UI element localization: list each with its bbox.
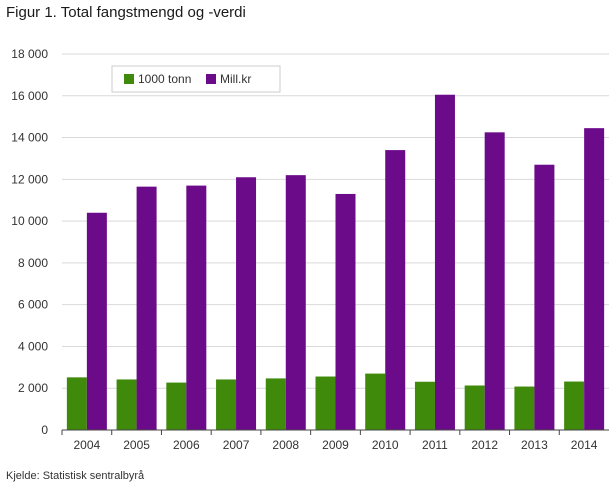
y-tick-label: 0 xyxy=(41,423,48,437)
y-tick-label: 6 000 xyxy=(18,298,48,312)
legend-swatch xyxy=(124,74,134,84)
x-tick-label: 2010 xyxy=(372,438,399,452)
y-tick-label: 12 000 xyxy=(11,172,48,186)
legend-box xyxy=(111,65,281,93)
y-tick-label: 14 000 xyxy=(11,131,48,145)
legend-label: 1000 tonn xyxy=(138,72,191,86)
bar-mill-kr-2014 xyxy=(584,128,605,430)
x-tick-label: 2006 xyxy=(173,438,200,452)
bar-tonn-2013 xyxy=(514,386,535,430)
bar-mill-kr-2012 xyxy=(484,132,505,431)
bar-tonn-2010 xyxy=(365,373,386,430)
bar-tonn-2009 xyxy=(315,376,336,430)
bar-tonn-2006 xyxy=(166,382,187,430)
x-tick-label: 2011 xyxy=(422,438,448,452)
bar-mill-kr-2008 xyxy=(285,175,306,430)
bar-tonn-2007 xyxy=(216,379,237,430)
bar-tonn-2012 xyxy=(464,385,485,430)
x-tick-label: 2014 xyxy=(571,438,598,452)
y-tick-label: 8 000 xyxy=(18,256,48,270)
y-tick-label: 10 000 xyxy=(11,214,48,228)
bar-mill-kr-2004 xyxy=(86,212,107,430)
x-tick-label: 2013 xyxy=(521,438,548,452)
y-tick-label: 2 000 xyxy=(18,381,48,395)
bars xyxy=(66,94,605,431)
legend-swatch xyxy=(206,74,216,84)
bar-mill-kr-2011 xyxy=(434,94,455,430)
legend-label: Mill.kr xyxy=(220,72,251,86)
source-note: Kjelde: Statistisk sentralbyrå xyxy=(6,470,145,482)
x-axis-ticks: 2004 2005 2006 2007 2008 2009 2010 2011 2012 2013… xyxy=(61,430,598,452)
bar-tonn-2004 xyxy=(66,377,87,430)
legend: 1000 tonn Mill.kr xyxy=(111,65,281,93)
bar-tonn-2005 xyxy=(116,379,137,430)
y-tick-label: 4 000 xyxy=(18,339,48,353)
bar-mill-kr-2007 xyxy=(236,177,257,430)
y-tick-label: 16 000 xyxy=(11,89,48,103)
x-tick-label: 2009 xyxy=(322,438,349,452)
bar-tonn-2011 xyxy=(414,381,435,430)
y-axis-ticks: 0 2 000 4 000 6 000 8 000 10 000 12 000 14 000 1… xyxy=(11,47,48,437)
bar-tonn-2008 xyxy=(265,378,286,430)
bar-tonn-2014 xyxy=(564,381,585,430)
bar-mill-kr-2013 xyxy=(534,164,555,430)
x-tick-label: 2004 xyxy=(74,438,101,452)
x-tick-label: 2007 xyxy=(223,438,250,452)
bar-mill-kr-2005 xyxy=(136,186,157,430)
x-tick-label: 2008 xyxy=(272,438,299,452)
x-tick-label: 2012 xyxy=(471,438,498,452)
x-tick-label: 2005 xyxy=(123,438,150,452)
chart-title: Figur 1. Total fangstmengd og -verdi xyxy=(6,4,246,21)
bar-mill-kr-2009 xyxy=(335,193,356,430)
y-tick-label: 18 000 xyxy=(11,47,48,61)
bar-mill-kr-2010 xyxy=(385,150,406,431)
bar-mill-kr-2006 xyxy=(186,185,207,430)
